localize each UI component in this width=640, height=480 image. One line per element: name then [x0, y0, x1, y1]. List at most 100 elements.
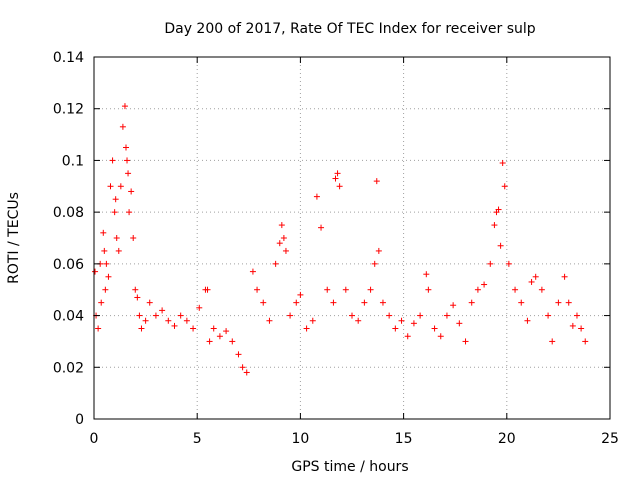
data-point	[379, 299, 386, 306]
data-point	[266, 317, 273, 324]
data-point	[313, 193, 320, 200]
data-point	[450, 302, 457, 309]
data-point	[272, 260, 279, 267]
data-point	[260, 299, 267, 306]
data-point	[398, 317, 405, 324]
data-point	[578, 325, 585, 332]
data-point	[117, 183, 124, 190]
data-point	[495, 206, 502, 213]
data-point	[223, 328, 230, 335]
x-tick-label: 25	[601, 431, 619, 447]
data-point	[159, 307, 166, 314]
data-point	[423, 271, 430, 278]
data-point	[190, 325, 197, 332]
data-point	[235, 351, 242, 358]
data-point	[499, 160, 506, 167]
data-point	[404, 333, 411, 340]
data-point	[121, 103, 128, 110]
data-point	[518, 299, 525, 306]
data-point	[375, 247, 382, 254]
data-point	[538, 286, 545, 293]
data-point	[425, 286, 432, 293]
y-tick-label: 0.02	[53, 360, 84, 376]
data-point	[101, 247, 108, 254]
data-point	[136, 312, 143, 319]
data-point	[336, 183, 343, 190]
y-tick-label: 0.1	[62, 153, 84, 169]
data-point	[532, 273, 539, 280]
x-tick-label: 10	[291, 431, 309, 447]
data-point	[342, 286, 349, 293]
data-point	[103, 260, 110, 267]
data-point	[138, 325, 145, 332]
data-point	[102, 286, 109, 293]
data-point	[468, 299, 475, 306]
data-point	[497, 242, 504, 249]
plot-frame	[93, 56, 611, 420]
data-point	[528, 278, 535, 285]
data-point	[355, 317, 362, 324]
data-point	[239, 364, 246, 371]
grid-lines	[94, 57, 610, 419]
x-tick-label: 5	[193, 431, 202, 447]
data-point	[318, 224, 325, 231]
data-point	[113, 235, 120, 241]
data-point	[545, 312, 552, 319]
data-point	[243, 369, 250, 376]
data-point	[437, 333, 444, 340]
data-point	[249, 268, 256, 275]
data-point	[561, 273, 568, 280]
data-point	[278, 222, 285, 229]
data-point	[491, 222, 498, 229]
y-tick-label: 0.08	[53, 205, 84, 221]
data-point	[505, 260, 512, 267]
data-point	[98, 299, 105, 306]
x-tick-label: 0	[90, 431, 99, 447]
data-point	[462, 338, 469, 345]
data-point	[132, 286, 139, 293]
data-point	[324, 286, 331, 293]
data-point	[152, 312, 159, 319]
data-point	[204, 286, 211, 293]
chart-title: Day 200 of 2017, Rate Of TEC Index for r…	[164, 21, 535, 37]
data-point	[206, 338, 213, 345]
y-tick-label: 0.14	[53, 50, 84, 66]
y-tick-label: 0.04	[53, 309, 84, 325]
data-point	[524, 317, 531, 324]
data-point	[367, 286, 374, 293]
data-point	[126, 209, 133, 216]
data-point	[332, 175, 339, 182]
x-axis-label: GPS time / hours	[291, 459, 408, 475]
data-point	[282, 247, 289, 254]
data-point	[582, 338, 589, 345]
data-point	[293, 299, 300, 306]
data-point	[109, 157, 116, 164]
data-point	[105, 273, 112, 280]
data-point	[128, 188, 135, 195]
data-point	[501, 183, 508, 190]
data-point	[165, 317, 172, 324]
data-point	[555, 299, 562, 306]
data-point	[361, 299, 368, 306]
data-point	[386, 312, 393, 319]
data-point	[392, 325, 399, 332]
data-point	[177, 312, 184, 319]
data-point	[565, 299, 572, 306]
y-axis-label: ROTI / TECUs	[6, 192, 22, 284]
data-point	[216, 333, 223, 340]
data-point	[119, 123, 126, 130]
data-point	[134, 294, 141, 301]
data-point	[125, 170, 132, 177]
data-point	[410, 320, 417, 327]
data-point	[130, 235, 137, 241]
data-point	[569, 322, 576, 329]
data-point	[487, 260, 494, 267]
data-point	[417, 312, 424, 319]
data-point	[373, 178, 380, 185]
data-point	[142, 317, 149, 324]
data-point	[481, 281, 488, 288]
data-point	[210, 325, 217, 332]
data-point	[474, 286, 481, 293]
data-point	[100, 229, 107, 236]
